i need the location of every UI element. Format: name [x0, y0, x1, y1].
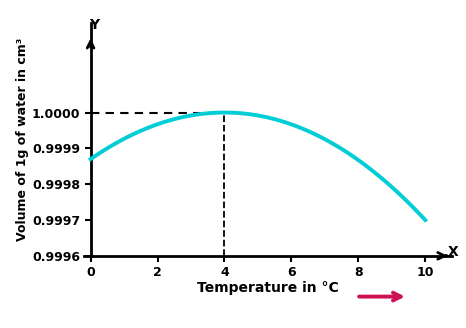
Text: X: X — [447, 245, 458, 258]
X-axis label: Temperature in °C: Temperature in °C — [197, 281, 339, 295]
Text: Y: Y — [89, 18, 100, 32]
Y-axis label: Volume of 1g of water in cm³: Volume of 1g of water in cm³ — [16, 38, 29, 241]
